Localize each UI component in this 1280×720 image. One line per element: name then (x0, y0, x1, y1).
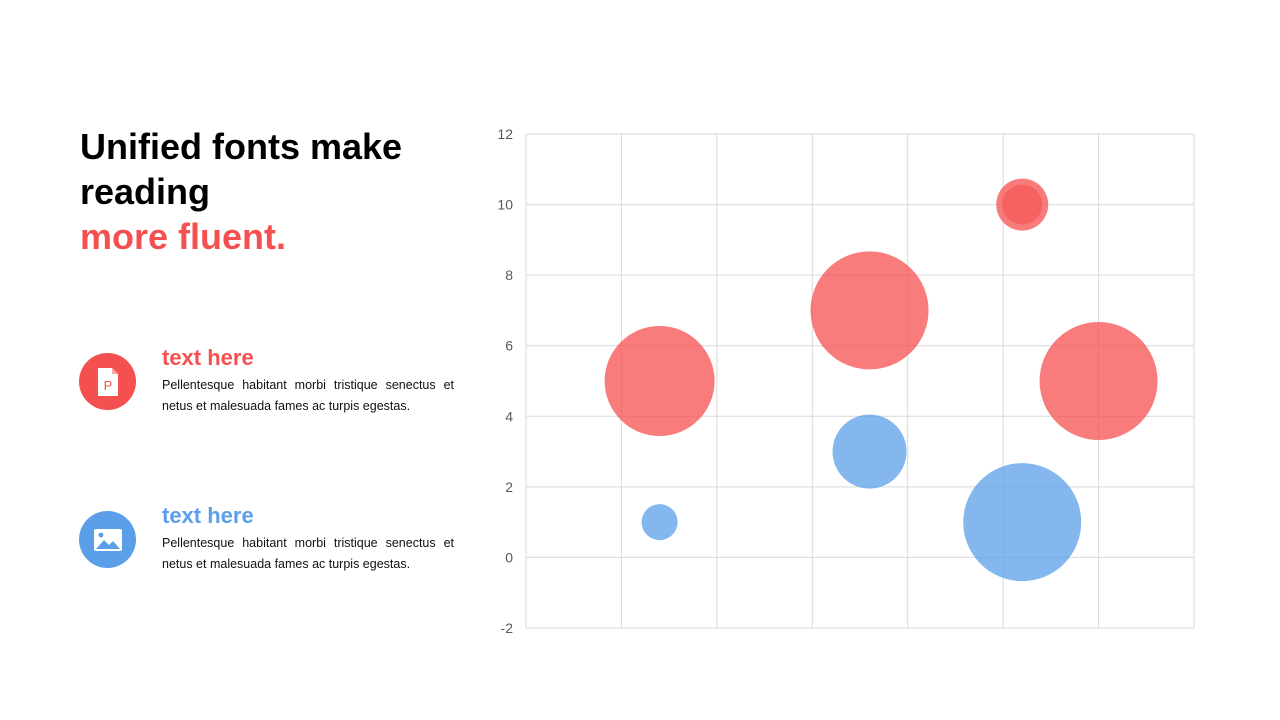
image-icon (79, 511, 136, 568)
headline-line-1: Unified fonts make (80, 126, 403, 167)
item-title: text here (162, 345, 254, 370)
item-title: text here (162, 503, 254, 528)
y-tick-label: 2 (505, 479, 513, 495)
svg-text:P: P (103, 378, 112, 393)
headline-accent: more fluent. (80, 216, 287, 257)
y-tick-label: 12 (497, 126, 513, 142)
y-tick-label: 8 (505, 267, 513, 283)
bubble-blue (832, 414, 907, 489)
document-icon: P (79, 353, 136, 410)
feature-item-image: text here Pellentesque habitant morbi tr… (79, 503, 459, 571)
bubble-highlight (1002, 184, 1043, 225)
feature-item-document: P text here Pellentesque habitant morbi … (79, 345, 459, 413)
bubble-blue (963, 463, 1082, 582)
headline-line-2: reading (80, 171, 211, 212)
bubble-red (604, 326, 715, 436)
y-tick-label: 6 (505, 338, 513, 354)
item-description: Pellentesque habitant morbi tristique se… (162, 536, 454, 571)
bubble-red (1039, 322, 1158, 440)
y-tick-label: 4 (505, 408, 513, 424)
item-description: Pellentesque habitant morbi tristique se… (162, 378, 454, 413)
y-tick-label: 10 (497, 197, 513, 213)
bubble-blue (641, 504, 678, 541)
chart-canvas: 12 10 8 6 4 2 0 -2 (497, 126, 1195, 636)
y-tick-label: -2 (501, 620, 514, 636)
page-headline: Unified fonts make reading more fluent. (80, 124, 460, 259)
bubble-red (810, 251, 929, 370)
y-tick-label: 0 (505, 549, 513, 565)
bubble-chart: 12 10 8 6 4 2 0 -2 (480, 118, 1210, 648)
